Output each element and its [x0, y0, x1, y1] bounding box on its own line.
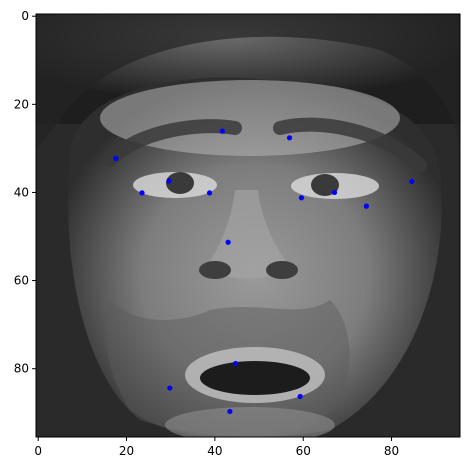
keypoint-marker: [409, 178, 415, 185]
keypoint-marker: [139, 190, 145, 196]
keypoint-marker: [113, 155, 119, 162]
y-axis-ticks: 0 20 40 60 80: [14, 9, 36, 376]
x-tick-label: 60: [296, 444, 311, 458]
keypoint-marker: [363, 203, 369, 209]
face-photo: [36, 14, 460, 437]
keypoint-marker: [167, 385, 173, 391]
keypoint-marker: [227, 408, 233, 415]
axes-frame: [35, 13, 461, 438]
x-tick-label: 20: [119, 444, 134, 458]
keypoint-marker: [297, 393, 303, 400]
x-tick-label: 40: [207, 444, 222, 458]
keypoint-markers: [113, 128, 415, 415]
keypoint-marker: [286, 135, 293, 141]
y-tick-label: 60: [14, 274, 29, 288]
y-tick-label: 80: [14, 362, 29, 376]
keypoint-marker: [233, 360, 239, 367]
y-tick-label: 0: [21, 9, 29, 23]
keypoint-marker: [219, 128, 225, 134]
keypoint-marker: [166, 178, 172, 184]
keypoint-marker: [331, 189, 338, 196]
x-axis-ticks: 0 20 40 60 80: [34, 437, 399, 458]
x-tick-label: 0: [34, 444, 42, 458]
x-tick-label: 80: [384, 444, 399, 458]
keypoint-marker: [225, 239, 231, 245]
y-tick-label: 40: [14, 185, 29, 199]
y-tick-label: 20: [14, 97, 29, 111]
keypoint-marker: [298, 195, 305, 201]
keypoint-marker: [206, 190, 213, 196]
